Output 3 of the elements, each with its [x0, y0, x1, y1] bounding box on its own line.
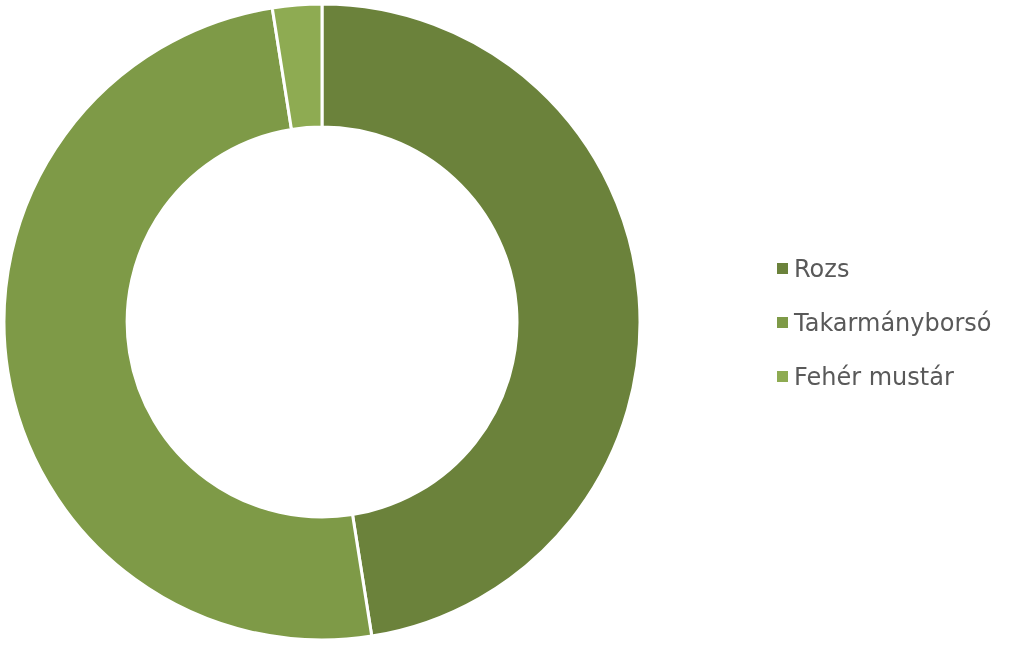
legend-label: Fehér mustár — [794, 362, 954, 391]
legend-label: Takarmányborsó — [793, 308, 992, 337]
legend-label: Rozs — [794, 254, 850, 283]
